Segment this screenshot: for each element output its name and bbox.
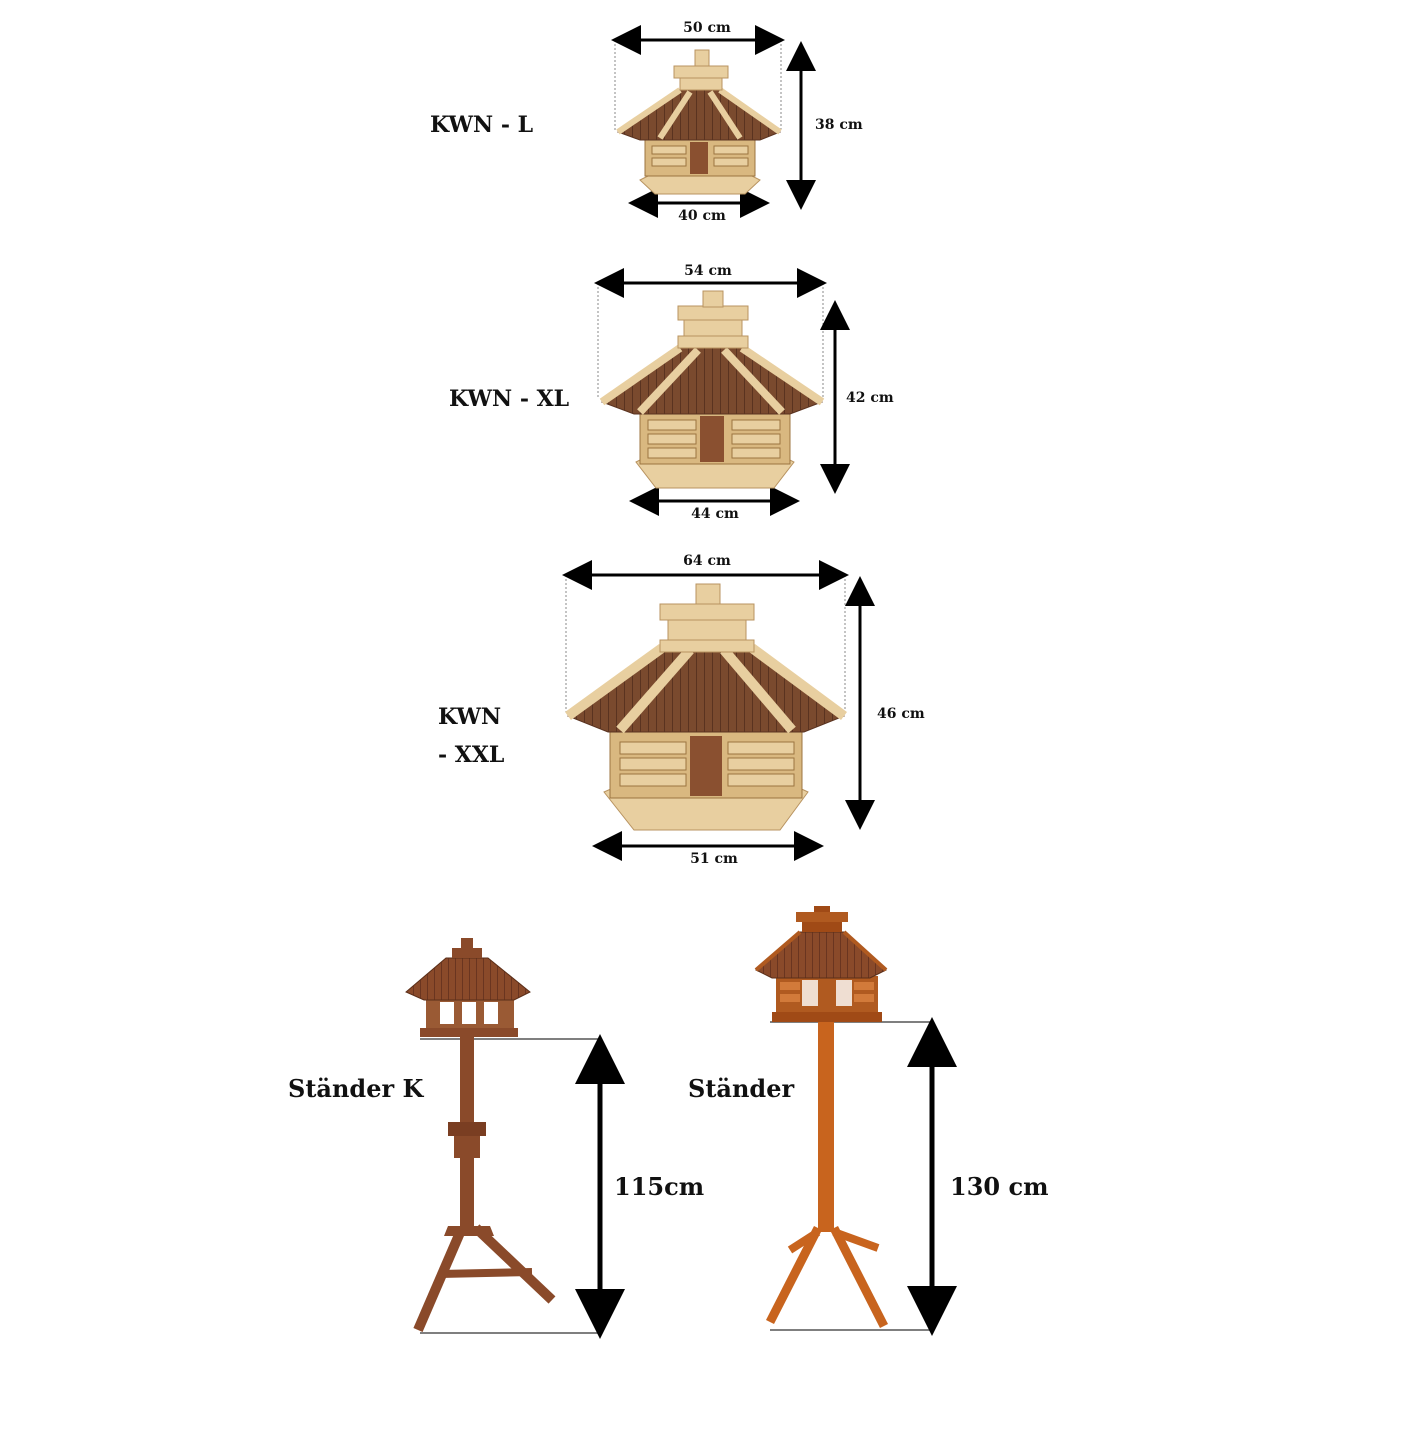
stand-name-k: Ständer K [288, 1074, 424, 1103]
dim-width-top-xl: 54 cm [684, 263, 732, 279]
dim-width-bottom-xl: 44 cm [691, 506, 739, 522]
dim-height-l: 38 cm [815, 117, 863, 133]
dim-width-top-l: 50 cm [683, 20, 731, 36]
product-name-kwn-xxl-line2: - XXL [438, 742, 505, 768]
stand-height: 130 cm [950, 1172, 1049, 1201]
dim-width-bottom-xxl: 51 cm [690, 851, 738, 867]
dim-height-xxl: 46 cm [877, 706, 925, 722]
dim-width-bottom-l: 40 cm [678, 208, 726, 224]
dim-width-top-xxl: 64 cm [683, 553, 731, 569]
product-name-kwn-xl: KWN - XL [449, 386, 570, 412]
stand-name: Ständer [688, 1074, 795, 1103]
stand-image [754, 906, 957, 1336]
stand-height-k: 115cm [614, 1172, 705, 1201]
house-kwn-l [611, 25, 816, 218]
stand-k-image [405, 938, 625, 1339]
house-kwn-xl [594, 268, 850, 516]
product-name-kwn-l: KWN - L [430, 112, 534, 138]
dim-height-xl: 42 cm [846, 390, 894, 406]
house-kwn-xxl [562, 560, 875, 861]
product-name-kwn-xxl-line1: KWN [438, 704, 502, 730]
